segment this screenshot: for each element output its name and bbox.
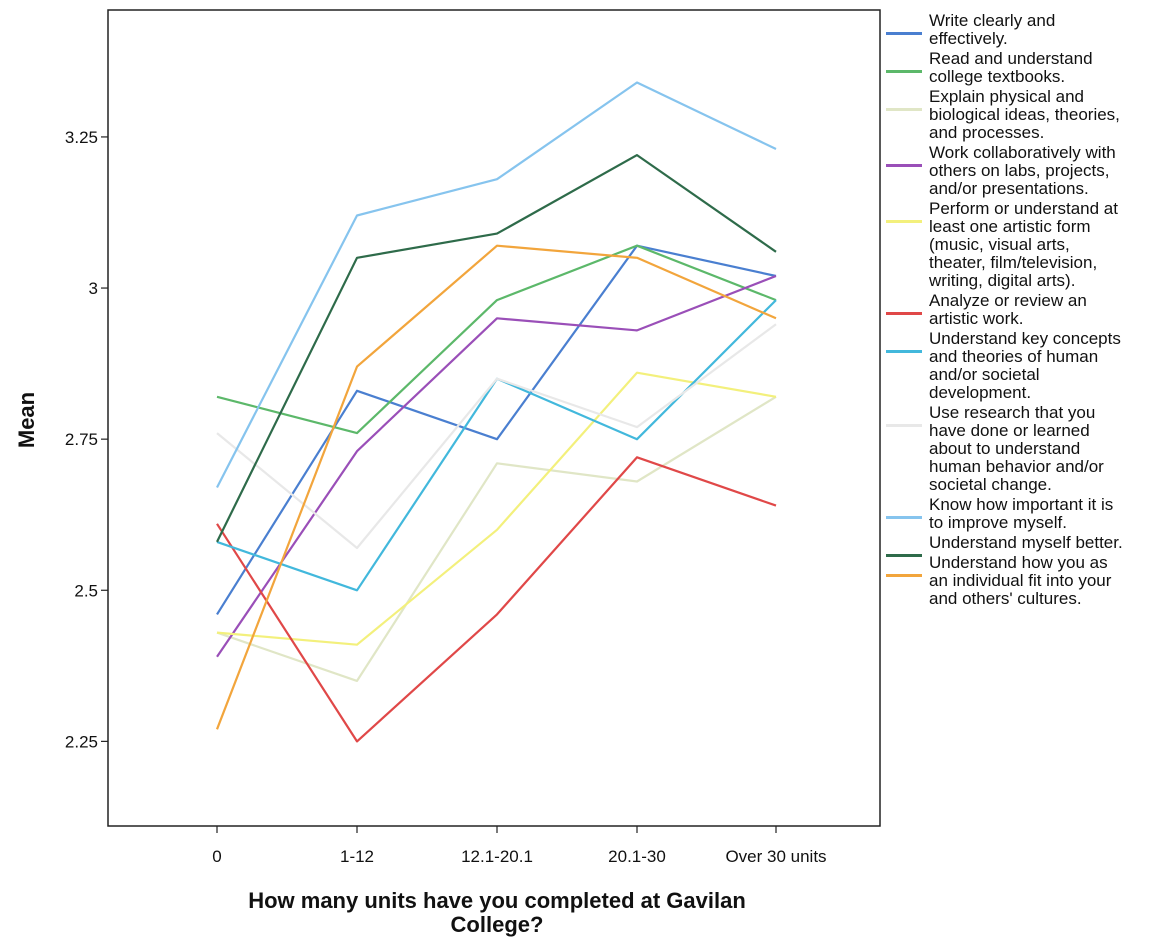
legend-item: Know how important it is to improve myse… [886, 496, 1169, 532]
x-tick-label: 1-12 [340, 847, 374, 866]
y-tick-label: 2.25 [65, 732, 98, 751]
legend-item: Work collaboratively with others on labs… [886, 144, 1169, 198]
series-line-6 [216, 456, 777, 743]
legend-label: Understand myself better. [929, 533, 1123, 552]
x-tick-label: Over 30 units [725, 847, 826, 866]
legend-label: Read and understand college textbooks. [929, 49, 1093, 86]
legend-item: Analyze or review an artistic work. [886, 292, 1169, 328]
legend-label: Perform or understand at least one artis… [929, 199, 1118, 290]
series-line-8 [216, 323, 777, 550]
legend-item: Use research that you have done or learn… [886, 404, 1169, 494]
series-line-3 [216, 395, 777, 683]
series-line-4 [216, 274, 777, 658]
legend-item: Understand how you as an individual fit … [886, 554, 1169, 608]
x-axis-title-line-1: How many units have you completed at Gav… [248, 888, 746, 913]
legend-label: Analyze or review an artistic work. [929, 291, 1087, 328]
x-axis-title-line-2: College? [451, 912, 544, 937]
legend-item: Write clearly and effectively. [886, 12, 1169, 48]
legend-swatch [886, 108, 922, 111]
x-tick-label: 20.1-30 [608, 847, 666, 866]
x-axis-ticks: 0 1-12 12.1-20.1 20.1-30 Over 30 units [212, 826, 827, 866]
legend-item: Read and understand college textbooks. [886, 50, 1169, 86]
legend-swatch [886, 312, 922, 315]
legend-label: Work collaboratively with others on labs… [929, 143, 1116, 198]
legend-swatch [886, 32, 922, 35]
series-line-1 [216, 244, 777, 615]
series-lines [215, 81, 777, 743]
legend-label: Understand key concepts and theories of … [929, 329, 1121, 402]
legend-label: Know how important it is to improve myse… [929, 495, 1114, 532]
plot-area [107, 9, 881, 827]
series-line-2 [216, 244, 777, 435]
x-tick-label: 12.1-20.1 [461, 847, 533, 866]
legend-swatch [886, 70, 922, 73]
legend-swatch [886, 554, 922, 557]
legend-label: Understand how you as an individual fit … [929, 553, 1112, 608]
series-line-5 [216, 371, 777, 646]
y-axis-ticks: 2.25 2.5 2.75 3 3.25 [65, 128, 108, 751]
y-axis-title: Mean [14, 392, 39, 448]
legend-swatch [886, 350, 922, 353]
legend-item: Explain physical and biological ideas, t… [886, 88, 1169, 142]
legend-item: Understand myself better. [886, 533, 1169, 557]
legend-item: Perform or understand at least one artis… [886, 200, 1169, 290]
series-line-9 [216, 81, 777, 489]
series-line-7 [216, 299, 777, 592]
series-line-10 [216, 154, 777, 543]
legend-swatch [886, 424, 922, 427]
legend-swatch [886, 574, 922, 577]
legend-swatch [886, 516, 922, 519]
plot-frame [107, 9, 881, 827]
legend-label: Use research that you have done or learn… [929, 403, 1104, 494]
x-tick-label: 0 [212, 847, 221, 866]
legend-label: Explain physical and biological ideas, t… [929, 87, 1120, 142]
legend: Write clearly and effectively. Read and u… [886, 12, 1169, 610]
legend-item: Understand key concepts and theories of … [886, 330, 1169, 402]
y-tick-label: 3 [89, 279, 98, 298]
legend-label: Write clearly and effectively. [929, 11, 1056, 48]
legend-swatch [886, 164, 922, 167]
series-line-11 [215, 244, 777, 730]
y-tick-label: 3.25 [65, 128, 98, 147]
y-tick-label: 2.5 [74, 581, 98, 600]
legend-swatch [886, 220, 922, 223]
y-tick-label: 2.75 [65, 430, 98, 449]
